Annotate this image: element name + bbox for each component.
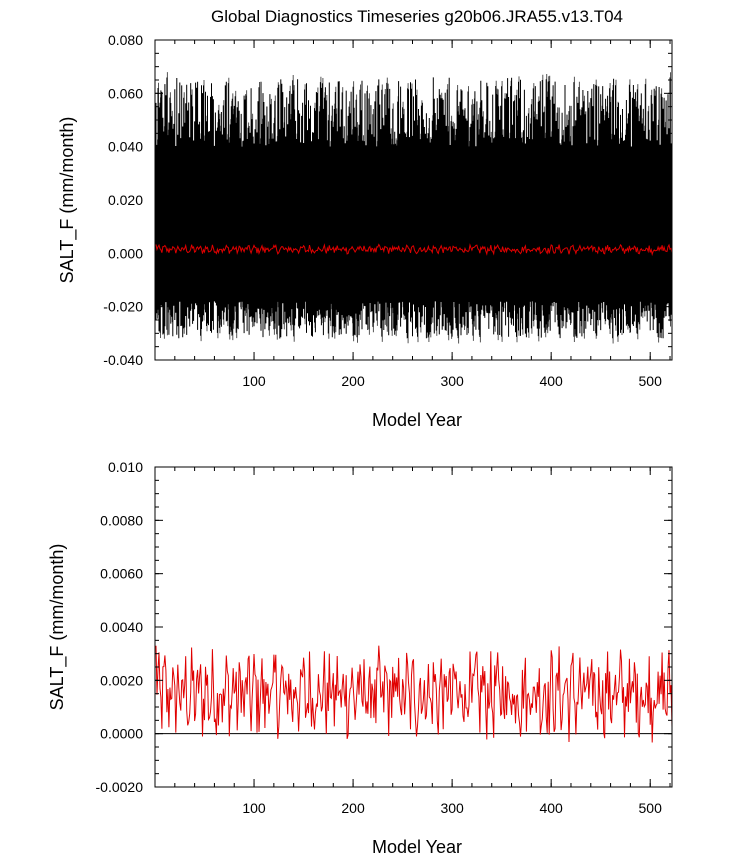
bottom-panel: -0.0020 0.0000 0.0020 0.0040 0.0060 0.0080 0.0… <box>47 459 673 857</box>
y-tick-label: 0.080 <box>108 32 143 48</box>
x-tick-label: 100 <box>242 800 266 816</box>
top-y-axis: -0.040 -0.020 0.000 0.020 0.040 0.060 0.080 <box>103 32 672 368</box>
y-tick-label: 0.000 <box>108 245 143 261</box>
monthly-series <box>155 77 673 339</box>
chart-title: Global Diagnostics Timeseries g20b06.JRA… <box>211 7 623 26</box>
bottom-plot-frame <box>154 466 673 788</box>
top-x-axis: 100 200 300 400 500 <box>174 40 671 389</box>
top-y-axis-label: SALT_F (mm/month) <box>57 117 78 284</box>
y-tick-label: 0.0020 <box>100 672 143 688</box>
y-tick-label: 0.060 <box>108 85 143 101</box>
bottom-x-axis-label: Model Year <box>372 837 462 857</box>
x-tick-label: 400 <box>539 800 563 816</box>
x-tick-label: 400 <box>539 373 563 389</box>
y-tick-label: 0.0040 <box>100 619 143 635</box>
bottom-plot-area <box>155 645 673 743</box>
annual-mean-series <box>155 243 673 257</box>
x-tick-label: 500 <box>639 800 663 816</box>
x-tick-label: 300 <box>440 373 464 389</box>
bottom-y-axis: -0.0020 0.0000 0.0020 0.0040 0.0060 0.0080 0.0… <box>96 459 672 795</box>
top-plot-area <box>155 72 673 344</box>
y-tick-label: 0.010 <box>108 459 143 475</box>
y-tick-label: 0.020 <box>108 192 143 208</box>
y-tick-label: -0.040 <box>103 352 143 368</box>
bottom-x-axis: 100 200 300 400 500 <box>174 467 671 816</box>
y-tick-label: 0.040 <box>108 139 143 155</box>
bottom-y-axis-label: SALT_F (mm/month) <box>47 544 68 711</box>
top-panel: Global Diagnostics Timeseries g20b06.JRA… <box>57 7 673 430</box>
y-tick-label: 0.0080 <box>100 512 143 528</box>
y-tick-label: -0.0020 <box>96 779 144 795</box>
y-tick-label: -0.020 <box>103 299 143 315</box>
x-tick-label: 500 <box>639 373 663 389</box>
y-tick-label: 0.0060 <box>100 566 143 582</box>
x-tick-label: 200 <box>341 373 365 389</box>
x-tick-label: 300 <box>440 800 464 816</box>
annual-mean-series <box>155 645 673 743</box>
x-tick-label: 200 <box>341 800 365 816</box>
top-x-axis-label: Model Year <box>372 410 462 430</box>
x-tick-label: 100 <box>242 373 266 389</box>
y-tick-label: 0.0000 <box>100 726 143 742</box>
